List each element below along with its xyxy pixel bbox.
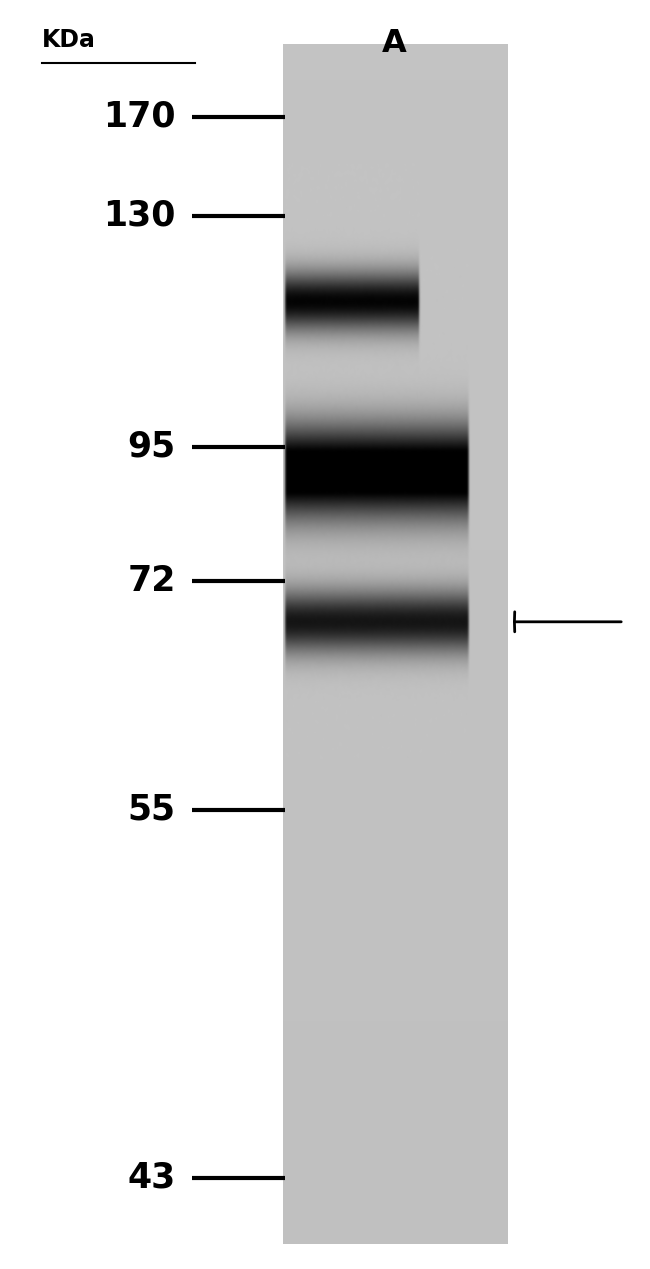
Text: 95: 95: [127, 430, 176, 463]
Text: 55: 55: [127, 793, 176, 826]
Text: A: A: [382, 28, 407, 58]
Text: 72: 72: [127, 565, 176, 598]
Text: 43: 43: [127, 1161, 176, 1194]
Text: KDa: KDa: [42, 28, 96, 52]
Text: 170: 170: [103, 100, 176, 133]
Text: 130: 130: [103, 199, 176, 232]
